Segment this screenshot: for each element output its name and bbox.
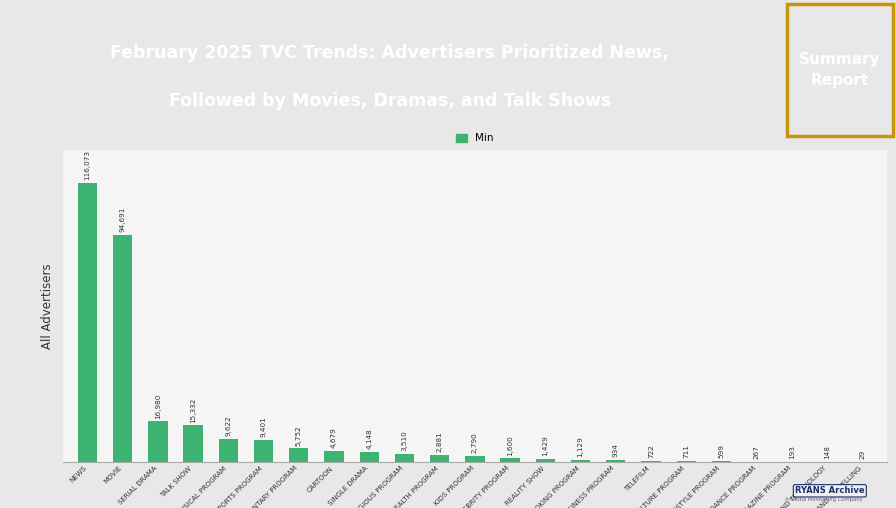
Text: 9,622: 9,622 bbox=[225, 416, 231, 436]
Text: 934: 934 bbox=[613, 443, 619, 457]
Bar bbox=[359, 452, 379, 462]
Text: 3,510: 3,510 bbox=[401, 430, 408, 451]
Text: February 2025 TVC Trends: Advertisers Prioritized News,: February 2025 TVC Trends: Advertisers Pr… bbox=[110, 44, 669, 62]
Bar bbox=[78, 183, 97, 462]
Text: 4,148: 4,148 bbox=[366, 429, 372, 450]
Text: 16,980: 16,980 bbox=[155, 393, 161, 419]
Text: Summary
Report: Summary Report bbox=[799, 52, 881, 88]
Bar bbox=[148, 422, 168, 462]
Text: 193: 193 bbox=[788, 445, 795, 459]
Text: 711: 711 bbox=[684, 444, 689, 458]
Text: 5,752: 5,752 bbox=[296, 425, 302, 446]
Text: 29: 29 bbox=[859, 450, 866, 459]
Bar bbox=[395, 454, 414, 462]
Bar bbox=[430, 455, 449, 462]
Legend: Min: Min bbox=[453, 130, 496, 146]
Bar bbox=[571, 460, 590, 462]
Text: 722: 722 bbox=[648, 444, 654, 458]
Bar bbox=[536, 459, 555, 462]
Text: 2,881: 2,881 bbox=[436, 432, 443, 453]
Bar bbox=[254, 440, 273, 462]
Bar bbox=[676, 461, 696, 462]
Text: 1,129: 1,129 bbox=[578, 436, 583, 457]
Text: 15,332: 15,332 bbox=[190, 397, 196, 423]
Text: A Media Monitoring Company: A Media Monitoring Company bbox=[785, 497, 863, 502]
Bar bbox=[465, 456, 485, 462]
Bar bbox=[606, 460, 625, 462]
Text: RYANS Archive: RYANS Archive bbox=[795, 486, 865, 495]
Bar bbox=[501, 458, 520, 462]
Text: 267: 267 bbox=[754, 445, 760, 459]
Text: 148: 148 bbox=[824, 445, 831, 459]
Text: 4,679: 4,679 bbox=[331, 427, 337, 448]
Bar bbox=[324, 451, 344, 462]
Y-axis label: All Advertisers: All Advertisers bbox=[41, 263, 55, 349]
Text: 2,790: 2,790 bbox=[472, 432, 478, 453]
Text: 1,600: 1,600 bbox=[507, 435, 513, 456]
Text: 1,429: 1,429 bbox=[542, 435, 548, 456]
Text: 599: 599 bbox=[719, 444, 725, 458]
Text: 116,073: 116,073 bbox=[84, 150, 90, 180]
Bar bbox=[113, 235, 133, 462]
Text: 94,691: 94,691 bbox=[119, 206, 125, 232]
Bar bbox=[219, 439, 238, 462]
Bar bbox=[711, 461, 731, 462]
Text: Followed by Movies, Dramas, and Talk Shows: Followed by Movies, Dramas, and Talk Sho… bbox=[168, 91, 611, 110]
Bar bbox=[184, 425, 202, 462]
Bar bbox=[289, 449, 308, 462]
Text: 9,401: 9,401 bbox=[261, 416, 266, 437]
Bar bbox=[642, 461, 660, 462]
